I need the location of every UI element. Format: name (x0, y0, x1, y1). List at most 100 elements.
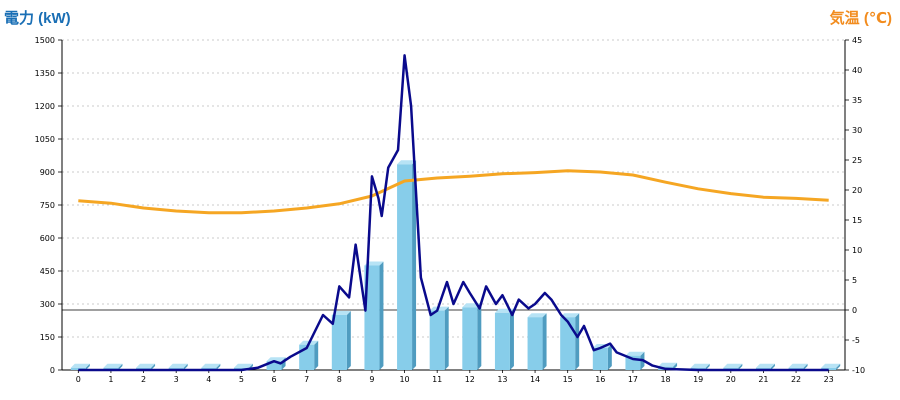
left-axis-title: 電力 (kW) (4, 10, 71, 27)
bar-side (85, 363, 90, 370)
x-axis-tick-label: 6 (272, 375, 277, 384)
right-axis-tick-label: 20 (852, 186, 862, 195)
x-axis-tick-label: 20 (726, 375, 736, 384)
bar-top (527, 313, 547, 318)
right-axis-tick-label: -5 (852, 336, 860, 345)
bar-top (168, 363, 188, 368)
left-axis-tick-label: 900 (40, 168, 55, 177)
bar-side (803, 363, 808, 370)
bar (429, 310, 445, 370)
bar-top (625, 351, 645, 356)
bar-side (314, 340, 319, 370)
x-axis-tick-label: 19 (693, 375, 703, 384)
x-axis-tick-label: 21 (758, 375, 768, 384)
bar-top (331, 311, 351, 315)
bar-side (738, 363, 743, 370)
x-axis-tick-label: 10 (399, 375, 409, 384)
x-axis-tick-label: 18 (660, 375, 670, 384)
x-axis-tick-label: 9 (369, 375, 374, 384)
bar (331, 315, 347, 370)
x-axis-tick-label: 2 (141, 375, 146, 384)
bar-top (70, 363, 90, 368)
right-axis-tick-label: -10 (852, 366, 865, 375)
left-axis-tick-label: 150 (40, 333, 55, 342)
x-axis-tick-label: 0 (76, 375, 81, 384)
bar-top (201, 363, 221, 368)
bar-top (266, 357, 286, 362)
x-axis-tick-label: 23 (824, 375, 834, 384)
bar-top (560, 313, 580, 318)
x-axis-tick-label: 8 (337, 375, 342, 384)
bar-top (103, 363, 123, 368)
bar-side (379, 261, 384, 370)
left-axis-tick-label: 1350 (35, 69, 55, 78)
bar-side (412, 160, 417, 370)
x-axis-tick-label: 11 (432, 375, 442, 384)
x-axis-tick-label: 14 (530, 375, 540, 384)
bar-side (705, 363, 710, 370)
bar-top (233, 363, 253, 368)
bar (527, 317, 543, 370)
bar-top (658, 362, 678, 367)
bar-side (444, 306, 449, 370)
power-line (78, 54, 829, 372)
right-axis-tick-label: 45 (852, 36, 862, 45)
bar-side (509, 308, 514, 370)
left-axis-tick-label: 750 (40, 201, 55, 210)
bar-side (542, 313, 547, 370)
left-axis-tick-label: 1200 (35, 102, 55, 111)
right-axis-tick-label: 35 (852, 96, 862, 105)
right-axis-tick-label: 30 (852, 126, 862, 135)
bar-side (118, 363, 123, 370)
x-axis-tick-label: 7 (304, 375, 309, 384)
bar-top (755, 363, 775, 368)
bar-top (136, 363, 156, 368)
bar (397, 164, 413, 370)
right-axis-tick-label: 5 (852, 276, 857, 285)
temperature-line (78, 169, 829, 215)
right-axis-tick-label: 0 (852, 306, 857, 315)
bar-top (690, 363, 710, 368)
bar-side (183, 363, 188, 370)
x-axis-tick-label: 17 (628, 375, 638, 384)
x-axis-tick-label: 3 (174, 375, 179, 384)
bar-side (770, 363, 775, 370)
x-axis-tick-label: 22 (791, 375, 801, 384)
bar-side (346, 311, 351, 370)
bar-top (821, 363, 841, 368)
left-axis-tick-label: 1050 (35, 135, 55, 144)
bar-top (397, 160, 417, 165)
left-axis-tick-label: 450 (40, 267, 55, 276)
bar-side (151, 363, 156, 370)
x-axis-tick-label: 4 (206, 375, 211, 384)
bar-side (216, 363, 221, 370)
x-axis-tick-label: 1 (108, 375, 113, 384)
left-axis-tick-label: 0 (50, 366, 55, 375)
bar (266, 361, 282, 370)
bar-side (575, 313, 580, 370)
bar (462, 307, 478, 370)
right-axis-tick-label: 10 (852, 246, 862, 255)
right-axis-title: 気温 (℃) (829, 10, 892, 27)
bar (494, 312, 510, 370)
left-axis-tick-label: 1500 (35, 36, 55, 45)
bar (560, 317, 576, 370)
bar-side (836, 363, 841, 370)
x-axis-tick-label: 12 (465, 375, 475, 384)
right-axis-tick-label: 15 (852, 216, 862, 225)
bar-top (723, 363, 743, 368)
bar-top (364, 261, 384, 266)
left-axis-tick-label: 300 (40, 300, 55, 309)
bar (592, 348, 608, 370)
x-axis-tick-label: 15 (563, 375, 573, 384)
x-axis-tick-label: 5 (239, 375, 244, 384)
right-axis-tick-label: 40 (852, 66, 862, 75)
left-axis-tick-label: 600 (40, 234, 55, 243)
bar-side (477, 303, 482, 370)
bar-side (607, 344, 612, 370)
x-axis-tick-label: 16 (595, 375, 605, 384)
x-axis-tick-label: 13 (497, 375, 507, 384)
bar-top (788, 363, 808, 368)
bar (364, 265, 380, 370)
